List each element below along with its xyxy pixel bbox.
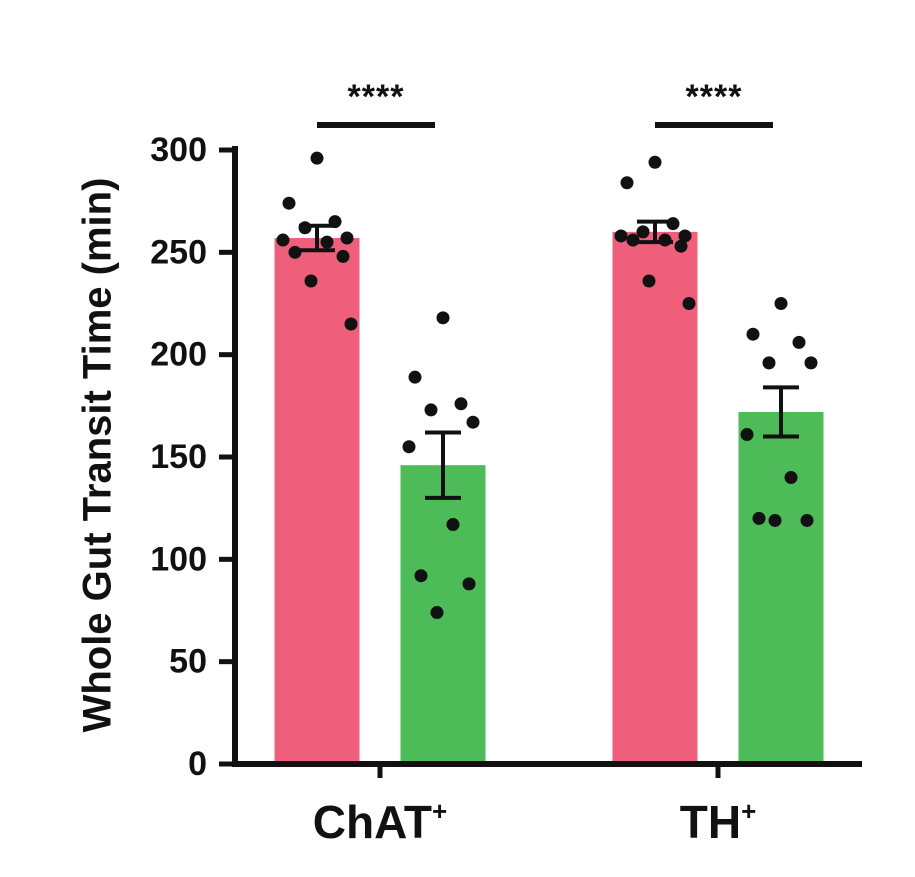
bar-control	[274, 238, 360, 765]
data-point	[768, 513, 782, 527]
significance-stars: ****	[686, 78, 743, 116]
data-point	[804, 356, 818, 370]
data-point	[746, 327, 760, 341]
data-point	[642, 274, 656, 288]
data-point	[658, 233, 672, 247]
data-point	[620, 176, 634, 190]
significance-stars: ****	[348, 78, 405, 116]
data-point	[762, 356, 776, 370]
y-tick-label: 0	[188, 745, 207, 783]
data-points-layer	[276, 151, 818, 620]
y-ticks-layer: 0 50 100 150 200 250 300	[150, 131, 235, 783]
data-point	[304, 274, 318, 288]
y-axis-title: Whole Gut Transit Time (min)	[76, 178, 120, 733]
data-point	[752, 511, 766, 525]
bar-treatment	[738, 411, 824, 764]
data-point	[774, 297, 788, 310]
x-group-label-superscript: +	[432, 796, 447, 826]
x-groups-layer: ChAT+ TH+	[313, 764, 756, 848]
data-point	[282, 196, 296, 210]
data-point	[674, 239, 688, 253]
data-point	[344, 317, 358, 331]
data-point	[320, 235, 334, 249]
data-point	[340, 231, 354, 245]
data-point	[414, 569, 428, 583]
data-point	[402, 440, 416, 454]
data-point	[462, 577, 476, 591]
x-group-label-text: TH	[680, 796, 741, 848]
data-point	[666, 217, 680, 231]
data-point	[446, 518, 460, 532]
data-point	[784, 470, 798, 484]
data-point	[792, 335, 806, 349]
data-point	[288, 245, 302, 259]
y-tick-label: 100	[150, 540, 207, 578]
y-tick-label: 250	[150, 233, 207, 271]
data-point	[436, 311, 450, 325]
error-bars-layer	[299, 219, 799, 500]
data-point	[466, 415, 480, 429]
data-point	[328, 215, 342, 229]
y-tick-label: 300	[150, 131, 207, 169]
data-point	[336, 249, 350, 263]
data-point	[636, 225, 650, 239]
y-tick-label: 200	[150, 336, 207, 374]
x-group-label-text: ChAT	[313, 796, 432, 848]
x-group-label: TH+	[680, 796, 757, 848]
data-point	[430, 606, 444, 620]
data-point	[310, 151, 324, 165]
data-point	[424, 403, 438, 417]
data-point	[648, 155, 662, 169]
data-point	[678, 229, 692, 243]
data-point	[276, 233, 290, 247]
data-point	[682, 297, 696, 310]
significance-layer: **** ****	[317, 78, 773, 128]
bars-layer	[274, 231, 824, 765]
bar-control	[612, 231, 698, 764]
x-group-label-superscript: +	[741, 796, 756, 826]
x-group-label: ChAT+	[313, 796, 447, 848]
data-point	[740, 427, 754, 441]
data-point	[800, 513, 814, 527]
data-point	[454, 397, 468, 411]
data-point	[614, 229, 628, 243]
y-tick-label: 50	[169, 643, 207, 681]
data-point	[298, 221, 312, 235]
y-tick-label: 150	[150, 438, 207, 476]
data-point	[626, 233, 640, 247]
data-point	[408, 370, 422, 384]
